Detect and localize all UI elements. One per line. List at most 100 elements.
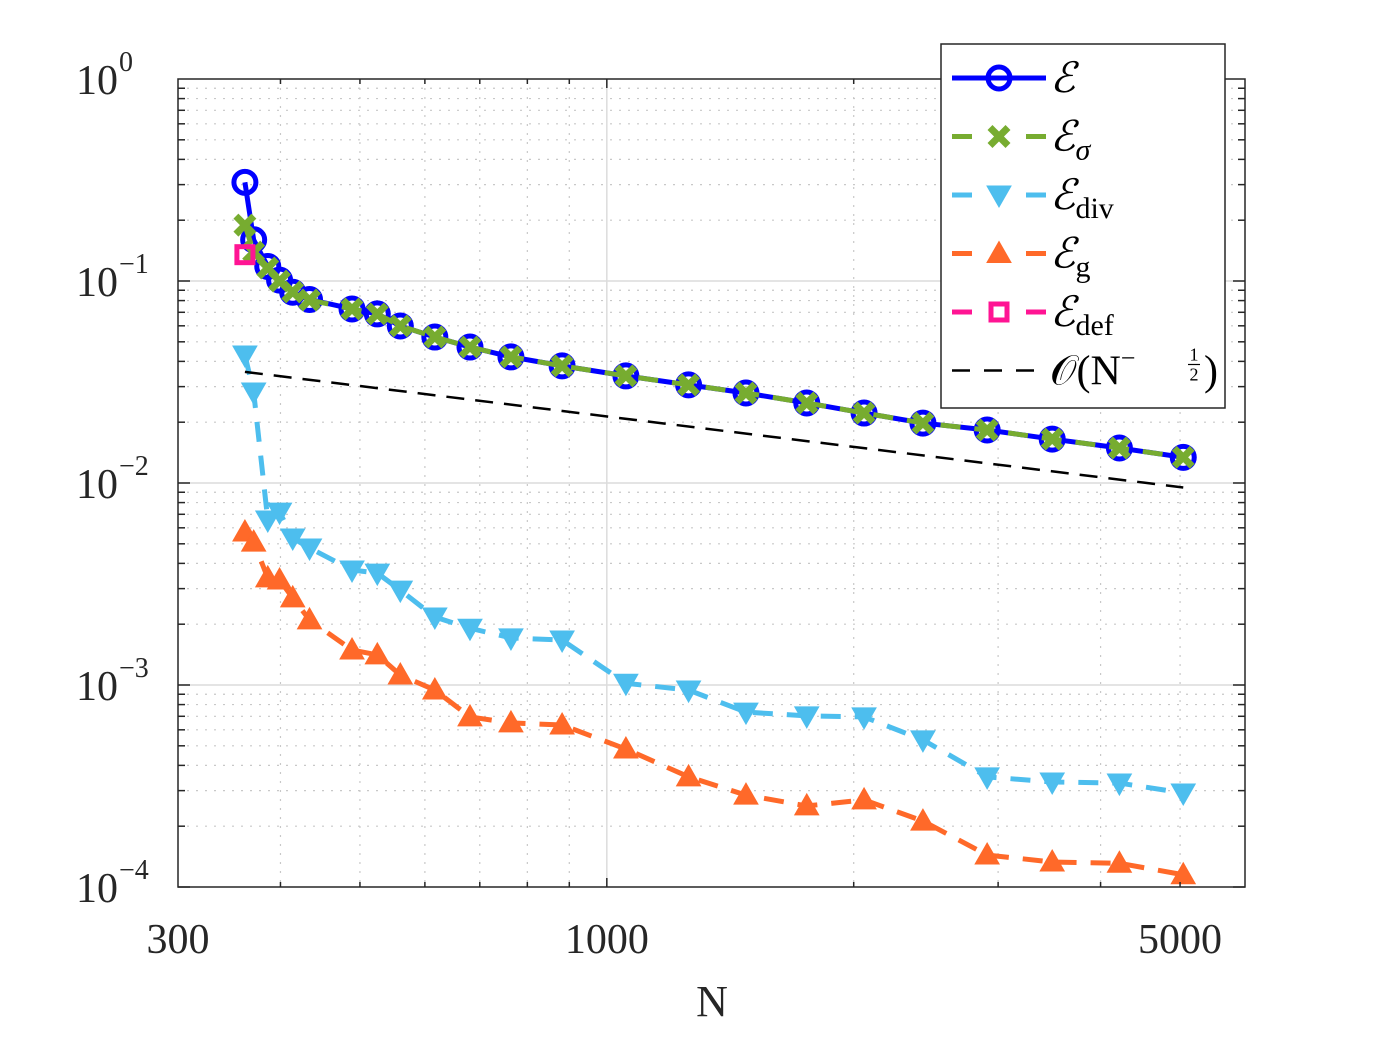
data-point bbox=[733, 782, 759, 805]
data-point bbox=[281, 280, 305, 304]
data-point bbox=[387, 662, 414, 685]
legend-label: ℰdiv bbox=[1050, 173, 1114, 225]
data-point bbox=[338, 295, 366, 323]
x-marker-stroke bbox=[852, 401, 876, 425]
data-point bbox=[233, 213, 257, 237]
ticks bbox=[178, 79, 1245, 888]
data-point bbox=[298, 288, 321, 312]
x-marker-stroke bbox=[340, 297, 364, 321]
data-point bbox=[266, 502, 293, 526]
reference-line bbox=[244, 370, 1184, 489]
data-point bbox=[240, 529, 267, 552]
y-tick-label: 10 0 bbox=[76, 47, 133, 104]
data-point bbox=[365, 302, 389, 326]
legend-label-exponent-denominator: 2 bbox=[1190, 365, 1199, 385]
data-point bbox=[423, 325, 447, 349]
y-tick-label: 10 −4 bbox=[76, 855, 149, 912]
data-point bbox=[677, 373, 701, 397]
data-point bbox=[232, 345, 258, 369]
x-marker-stroke bbox=[677, 373, 701, 397]
x-tick-label: 5000 bbox=[1138, 917, 1222, 963]
data-point bbox=[458, 335, 482, 359]
series-layer bbox=[231, 168, 1197, 885]
data-point bbox=[1106, 773, 1133, 797]
x-marker-stroke bbox=[795, 391, 819, 415]
x-marker-stroke bbox=[499, 345, 523, 369]
data-point bbox=[550, 354, 574, 378]
y-tick-label-exponent: 0 bbox=[119, 47, 133, 78]
legend-label-exponent-numerator: 1 bbox=[1190, 345, 1199, 365]
y-tick-label: 10 −1 bbox=[76, 249, 149, 306]
data-point bbox=[231, 168, 259, 196]
legend-label-subscript: σ bbox=[1075, 134, 1091, 167]
data-point bbox=[279, 584, 306, 608]
series-e-div bbox=[232, 345, 1197, 807]
data-point bbox=[296, 538, 323, 561]
data-point bbox=[795, 391, 819, 415]
data-point bbox=[339, 637, 365, 660]
legend-label-base: 𝒪(N bbox=[1050, 349, 1121, 395]
data-point bbox=[549, 630, 575, 654]
data-point bbox=[388, 314, 412, 338]
legend-box bbox=[940, 43, 1226, 409]
data-point bbox=[421, 323, 449, 351]
data-point bbox=[340, 297, 364, 321]
data-point bbox=[975, 418, 999, 442]
data-point bbox=[1039, 772, 1066, 796]
legend-marker bbox=[987, 125, 1011, 148]
x-marker-stroke bbox=[365, 302, 389, 326]
x-marker-stroke bbox=[911, 411, 935, 435]
data-point bbox=[1038, 425, 1066, 453]
x-marker-stroke bbox=[458, 335, 482, 359]
legend-label: ℰσ bbox=[1050, 115, 1091, 167]
y-tick-label-exponent: −2 bbox=[119, 451, 149, 482]
data-point bbox=[910, 730, 936, 753]
legend-label: ℰg bbox=[1050, 232, 1090, 284]
x-marker-stroke bbox=[1171, 445, 1195, 469]
legend-label: ℰ bbox=[1050, 56, 1080, 102]
data-point bbox=[613, 673, 639, 697]
x-marker-stroke bbox=[388, 314, 412, 338]
legend-label: ℰdef bbox=[1050, 290, 1114, 342]
legend-entry: ℰdef bbox=[952, 290, 1114, 342]
data-point bbox=[499, 345, 523, 369]
legend-marker bbox=[986, 185, 1012, 209]
x-marker-stroke bbox=[423, 325, 447, 349]
y-tick-label: 10 −3 bbox=[76, 653, 149, 710]
data-point bbox=[1107, 436, 1131, 460]
x-marker-stroke bbox=[734, 381, 758, 405]
data-point bbox=[364, 563, 391, 587]
data-point bbox=[1170, 783, 1197, 807]
legend-label-subscript: div bbox=[1075, 192, 1113, 225]
series-o-n-1-2- bbox=[244, 370, 1184, 489]
data-point bbox=[364, 641, 391, 665]
data-point bbox=[240, 382, 267, 406]
series-e-g bbox=[232, 518, 1197, 885]
x-marker-stroke bbox=[268, 269, 292, 293]
data-point bbox=[457, 618, 483, 642]
y-tick-label-base: 10 bbox=[76, 664, 118, 710]
y-tick-label-base: 10 bbox=[76, 866, 118, 912]
x-axis-label: N bbox=[696, 977, 728, 1026]
legend-marker bbox=[985, 64, 1013, 92]
data-point bbox=[549, 711, 575, 735]
data-point bbox=[498, 709, 524, 733]
data-point bbox=[421, 607, 448, 631]
data-point bbox=[851, 707, 877, 730]
data-point bbox=[851, 786, 877, 810]
data-point bbox=[1040, 427, 1064, 451]
y-tick-label-exponent: −3 bbox=[119, 653, 149, 684]
data-point bbox=[614, 364, 638, 388]
y-tick-label-base: 10 bbox=[76, 58, 118, 104]
x-marker-stroke bbox=[614, 364, 638, 388]
data-point bbox=[675, 763, 702, 787]
y-tick-label: 10 −2 bbox=[76, 451, 149, 508]
data-point bbox=[296, 606, 323, 630]
y-tick-label-base: 10 bbox=[76, 260, 118, 306]
data-point bbox=[1106, 850, 1133, 873]
y-tick-label-exponent: −1 bbox=[119, 249, 149, 280]
legend-label: 𝒪(N− bbox=[1050, 344, 1135, 395]
legend-label-base: ℰ bbox=[1050, 232, 1080, 278]
